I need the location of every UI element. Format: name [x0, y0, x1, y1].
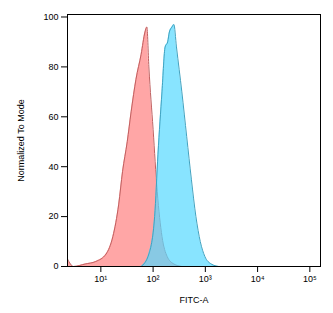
svg-text:10²: 10² [147, 274, 160, 284]
svg-text:FITC-A: FITC-A [180, 295, 209, 305]
svg-text:10³: 10³ [199, 274, 212, 284]
svg-text:100: 100 [43, 12, 58, 22]
svg-text:20: 20 [48, 211, 58, 221]
svg-text:Normalized To Mode: Normalized To Mode [16, 99, 26, 181]
svg-text:40: 40 [48, 162, 58, 172]
svg-text:60: 60 [48, 112, 58, 122]
svg-text:10¹: 10¹ [94, 274, 107, 284]
svg-text:80: 80 [48, 62, 58, 72]
svg-text:0: 0 [53, 261, 58, 271]
svg-text:10⁴: 10⁴ [251, 274, 265, 284]
svg-text:10⁵: 10⁵ [303, 274, 317, 284]
